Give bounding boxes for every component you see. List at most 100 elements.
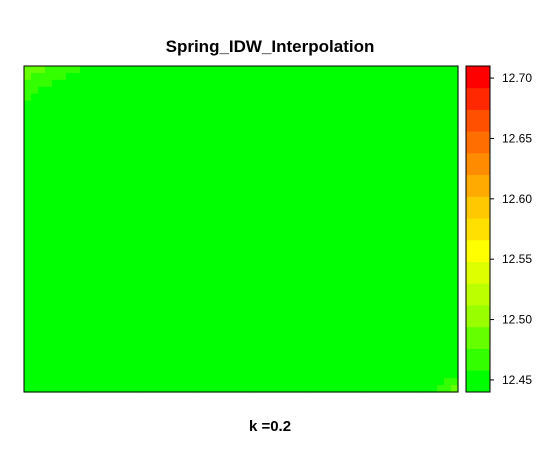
heatmap-cell bbox=[213, 253, 221, 261]
heatmap-cell bbox=[255, 371, 263, 379]
heatmap-cell bbox=[143, 66, 151, 74]
heatmap-cell bbox=[409, 357, 417, 365]
heatmap-cell bbox=[416, 274, 424, 282]
heatmap-cell bbox=[325, 315, 333, 324]
heatmap-cell bbox=[423, 66, 431, 74]
heatmap-cell bbox=[101, 66, 109, 74]
heatmap-cell bbox=[437, 218, 445, 227]
heatmap-cell bbox=[332, 79, 340, 88]
heatmap-cell bbox=[248, 121, 256, 130]
heatmap-cell bbox=[346, 329, 354, 338]
heatmap-cell bbox=[24, 357, 32, 365]
heatmap-cell bbox=[66, 176, 74, 185]
heatmap-cell bbox=[283, 225, 291, 234]
heatmap-cell bbox=[38, 260, 46, 268]
heatmap-cell bbox=[430, 385, 438, 393]
heatmap-cell bbox=[318, 197, 326, 206]
heatmap-cell bbox=[52, 183, 60, 192]
heatmap-cell bbox=[213, 315, 221, 324]
heatmap-cell bbox=[199, 336, 207, 345]
heatmap-cell bbox=[297, 260, 305, 268]
heatmap-cell bbox=[297, 107, 305, 116]
heatmap-cell bbox=[45, 190, 53, 199]
heatmap-cell bbox=[213, 142, 221, 150]
heatmap-cell bbox=[234, 287, 242, 296]
heatmap-cell bbox=[318, 121, 326, 130]
heatmap-cell bbox=[101, 246, 109, 254]
heatmap-cell bbox=[248, 66, 256, 74]
heatmap-cell bbox=[192, 66, 200, 74]
heatmap-cell bbox=[171, 246, 179, 254]
heatmap-cell bbox=[423, 218, 431, 227]
heatmap-cell bbox=[360, 163, 368, 171]
heatmap-cell bbox=[80, 211, 88, 220]
heatmap-cell bbox=[108, 121, 116, 130]
heatmap-cell bbox=[185, 128, 193, 136]
heatmap-cell bbox=[423, 86, 431, 95]
heatmap-cell bbox=[115, 260, 123, 268]
heatmap-cell bbox=[192, 93, 200, 102]
heatmap-cell bbox=[339, 378, 347, 386]
heatmap-cell bbox=[339, 385, 347, 393]
heatmap-cell bbox=[136, 225, 144, 234]
heatmap-cell bbox=[80, 274, 88, 282]
heatmap-cell bbox=[325, 281, 333, 289]
heatmap-cell bbox=[227, 315, 235, 324]
heatmap-cell bbox=[45, 79, 53, 88]
heatmap-cell bbox=[360, 142, 368, 150]
heatmap-cell bbox=[31, 378, 39, 386]
heatmap-cell bbox=[346, 114, 354, 123]
heatmap-cell bbox=[339, 176, 347, 185]
heatmap-cell bbox=[143, 128, 151, 136]
heatmap-cell bbox=[430, 287, 438, 296]
heatmap-cell bbox=[31, 86, 39, 95]
heatmap-cell bbox=[150, 274, 158, 282]
heatmap-cell bbox=[115, 246, 123, 254]
heatmap-cell bbox=[262, 190, 270, 199]
heatmap-cell bbox=[87, 149, 95, 157]
heatmap-cell bbox=[150, 121, 158, 130]
heatmap-cell bbox=[248, 128, 256, 136]
heatmap-cell bbox=[451, 93, 459, 102]
heatmap-cell bbox=[143, 156, 151, 164]
heatmap-cell bbox=[101, 128, 109, 136]
heatmap-cell bbox=[395, 197, 403, 206]
heatmap-cell bbox=[346, 72, 354, 81]
heatmap-cell bbox=[402, 308, 410, 317]
heatmap-cell bbox=[192, 114, 200, 123]
heatmap-cell bbox=[94, 100, 102, 109]
heatmap-cell bbox=[283, 239, 291, 247]
heatmap-cell bbox=[164, 378, 172, 386]
heatmap-cell bbox=[304, 121, 312, 130]
heatmap-cell bbox=[185, 204, 193, 213]
heatmap-cell bbox=[213, 294, 221, 303]
heatmap-cell bbox=[192, 100, 200, 109]
heatmap-cell bbox=[290, 253, 298, 261]
heatmap-cell bbox=[290, 385, 298, 393]
heatmap-cell bbox=[108, 260, 116, 268]
heatmap-cell bbox=[374, 274, 382, 282]
heatmap-cell bbox=[444, 114, 452, 123]
heatmap-cell bbox=[283, 267, 291, 275]
heatmap-cell bbox=[115, 308, 123, 317]
heatmap-cell bbox=[136, 176, 144, 185]
heatmap-cell bbox=[283, 357, 291, 365]
heatmap-cell bbox=[367, 232, 375, 241]
heatmap-cell bbox=[416, 253, 424, 261]
heatmap-cell bbox=[45, 267, 53, 275]
heatmap-cell bbox=[24, 371, 32, 379]
heatmap-cell bbox=[353, 190, 361, 199]
heatmap-cell bbox=[283, 170, 291, 178]
heatmap-cell bbox=[374, 350, 382, 358]
heatmap-cell bbox=[367, 100, 375, 109]
heatmap-cell bbox=[101, 204, 109, 213]
heatmap-cell bbox=[409, 100, 417, 109]
heatmap-cell bbox=[115, 114, 123, 123]
heatmap-cell bbox=[157, 86, 165, 95]
heatmap-cell bbox=[430, 315, 438, 324]
heatmap-cell bbox=[430, 364, 438, 372]
heatmap-cell bbox=[339, 274, 347, 282]
heatmap-cell bbox=[325, 197, 333, 206]
heatmap-cell bbox=[367, 287, 375, 296]
heatmap-cell bbox=[185, 135, 193, 143]
